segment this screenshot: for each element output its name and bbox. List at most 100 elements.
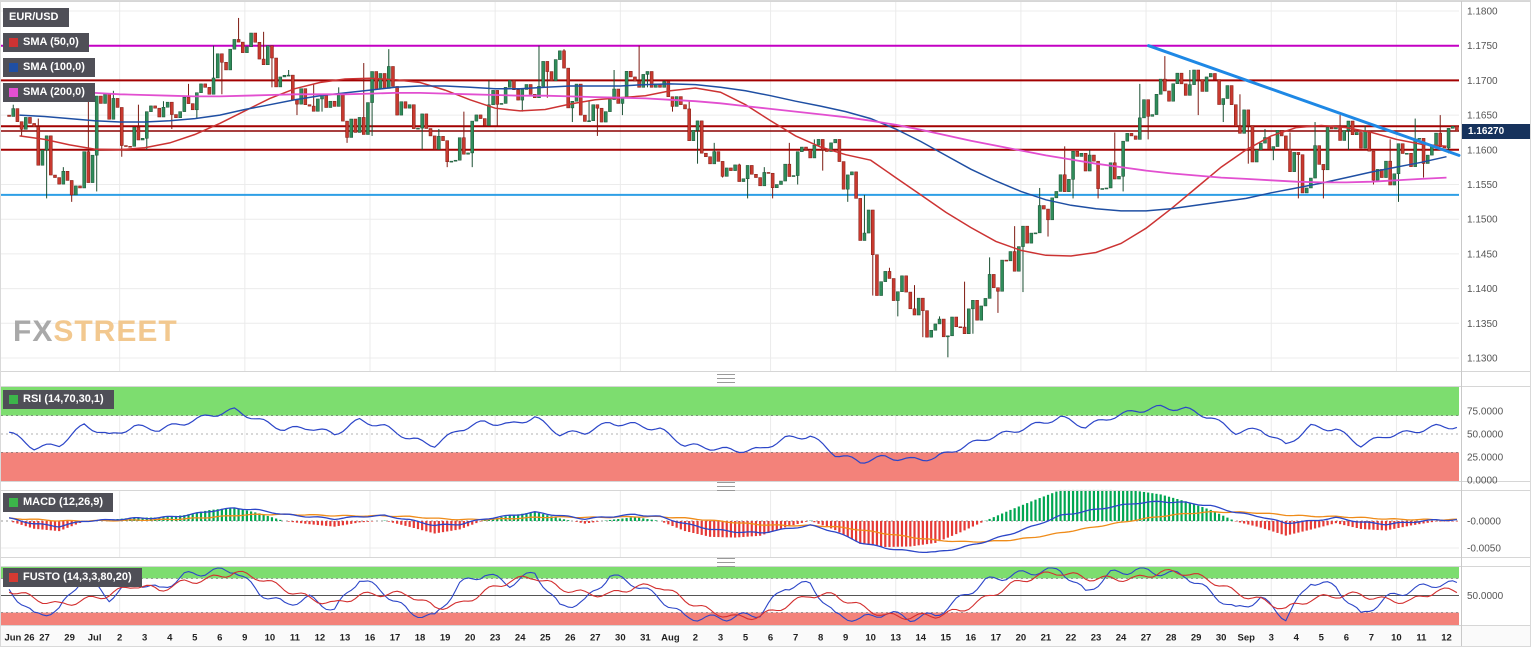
date-label: 27: [1141, 633, 1152, 644]
candle: [207, 87, 212, 95]
date-label: 2: [117, 633, 122, 644]
candle: [124, 145, 128, 147]
candle: [261, 58, 266, 65]
rsi-color-chip: [9, 395, 18, 404]
candle: [512, 80, 516, 90]
candle: [1355, 132, 1359, 135]
candle: [1025, 225, 1029, 244]
macd-badge[interactable]: MACD (12,26,9): [3, 493, 114, 512]
candle: [441, 136, 445, 141]
candle: [1405, 153, 1409, 155]
candle: [1329, 127, 1334, 130]
candle: [1100, 188, 1105, 190]
sma50-line: [19, 77, 1447, 257]
candle: [875, 254, 879, 296]
candle: [929, 329, 933, 338]
candle: [1000, 259, 1004, 292]
symbol-label: EUR/USD: [9, 11, 59, 23]
candle: [307, 104, 312, 107]
date-label: 20: [465, 633, 476, 644]
candle: [1234, 104, 1238, 127]
date-label: 29: [1191, 633, 1202, 644]
symbol-badge[interactable]: EUR/USD: [3, 8, 69, 27]
candle: [1229, 85, 1234, 105]
candle: [1204, 76, 1209, 92]
candle: [1058, 174, 1063, 192]
candle: [633, 76, 637, 82]
candle: [15, 108, 20, 122]
candle: [574, 83, 579, 102]
candle: [758, 177, 762, 187]
candle: [1042, 205, 1046, 210]
candle: [833, 139, 837, 144]
trendline[interactable]: [1147, 44, 1461, 157]
candle: [370, 71, 374, 103]
candle: [65, 171, 70, 181]
sma100-badge[interactable]: SMA (100,0): [3, 58, 95, 77]
date-label: 11: [1416, 633, 1427, 644]
candle: [954, 316, 958, 328]
candle: [387, 66, 391, 89]
candle: [1071, 150, 1075, 180]
candle: [624, 71, 629, 98]
candle: [695, 120, 700, 131]
candle: [841, 161, 846, 190]
candle: [111, 98, 116, 120]
candle: [904, 275, 908, 293]
rsi-oversold-zone: [1, 452, 1459, 481]
candle: [741, 178, 746, 182]
candle: [32, 123, 36, 127]
candle: [720, 161, 725, 177]
candle: [174, 114, 178, 118]
candle: [683, 104, 687, 110]
candle: [1200, 79, 1205, 92]
panel-resize-handle-2[interactable]: [717, 482, 735, 491]
candle: [862, 232, 867, 241]
sma200-badge[interactable]: SMA (200,0): [3, 83, 95, 102]
stoch-axis-label: 50.0000: [1467, 591, 1504, 602]
candle: [299, 88, 303, 105]
candle: [195, 92, 199, 111]
candle: [921, 297, 925, 311]
candle: [432, 135, 437, 150]
date-label: 17: [991, 633, 1002, 644]
candle: [545, 61, 550, 72]
sma50-badge[interactable]: SMA (50,0): [3, 33, 89, 52]
candle: [203, 83, 207, 88]
candle: [1154, 94, 1159, 115]
candle: [1113, 162, 1117, 180]
date-label: 14: [915, 633, 926, 644]
candle: [1163, 78, 1167, 92]
candle: [858, 198, 863, 241]
price-axis-label: 1.1300: [1467, 354, 1498, 365]
candle: [466, 152, 470, 155]
candle: [24, 117, 28, 130]
candle: [812, 144, 817, 159]
candle: [595, 104, 600, 109]
candle: [391, 66, 395, 87]
candle: [94, 95, 99, 156]
candle: [1208, 73, 1213, 78]
candle: [53, 174, 57, 178]
candle: [1438, 132, 1442, 147]
candle: [800, 146, 804, 152]
candle: [161, 107, 166, 118]
price-axis-label: 1.1600: [1467, 145, 1498, 156]
date-label: 3: [718, 633, 723, 644]
panel-resize-handle-3[interactable]: [717, 558, 735, 567]
candle: [182, 96, 187, 112]
panel-resize-handle-1[interactable]: [717, 374, 735, 383]
date-label: 3: [1269, 633, 1274, 644]
candle: [699, 120, 704, 154]
candle: [966, 308, 971, 334]
date-label: 21: [1041, 633, 1052, 644]
candle: [1396, 143, 1401, 175]
candle: [1342, 130, 1347, 141]
fusto-badge[interactable]: FUSTO (14,3,3,80,20): [3, 568, 142, 587]
candle: [395, 86, 399, 116]
candle: [1217, 79, 1221, 105]
rsi-badge[interactable]: RSI (14,70,30,1): [3, 390, 114, 409]
candle: [1425, 154, 1430, 164]
